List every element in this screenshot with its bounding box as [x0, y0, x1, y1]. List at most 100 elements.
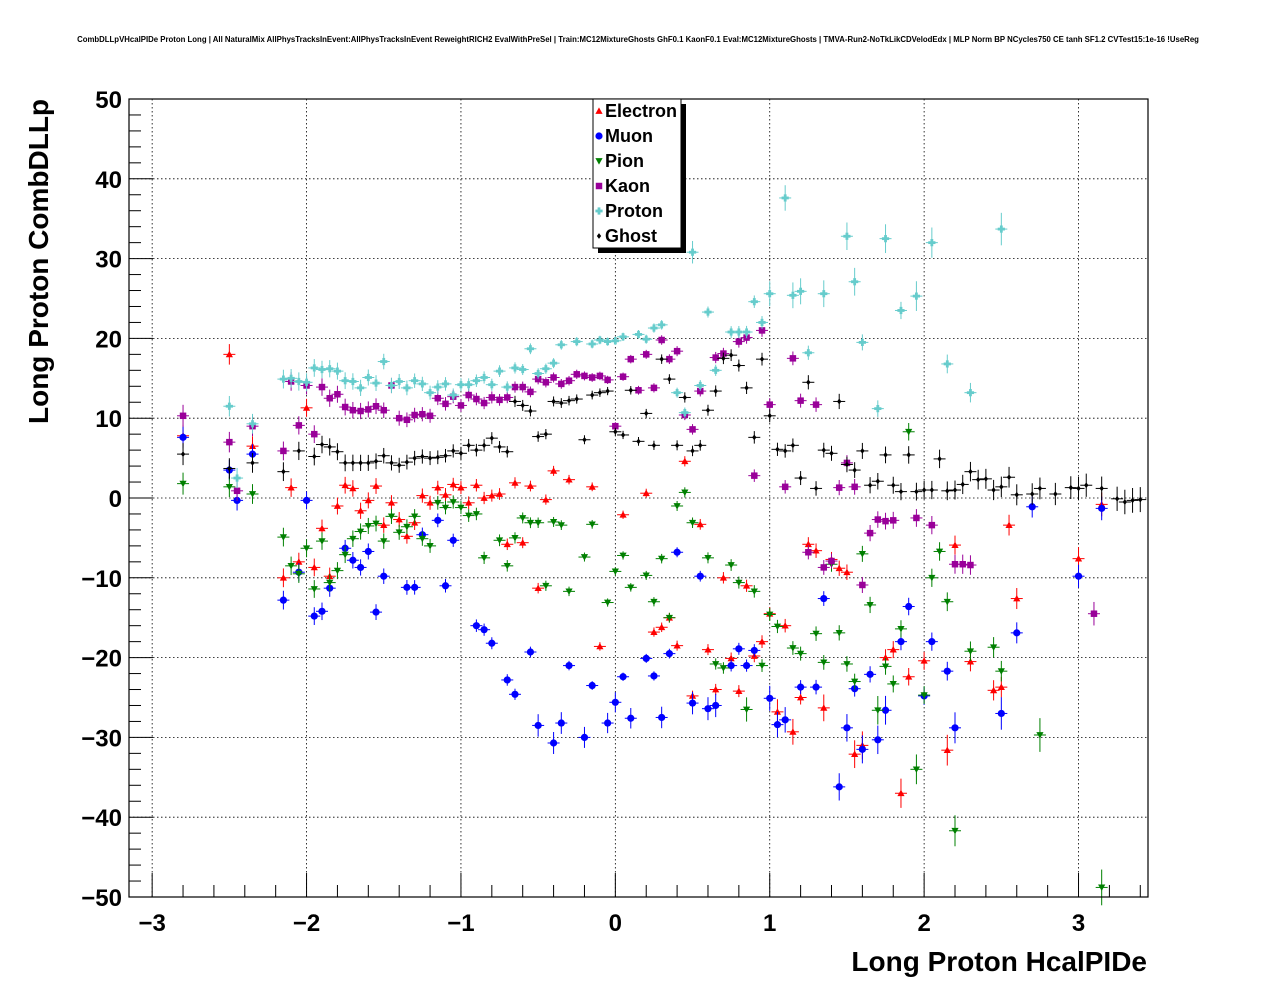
electron-point: [678, 456, 691, 467]
marker: [820, 659, 828, 666]
marker: [287, 374, 295, 382]
marker: [180, 451, 186, 457]
ghost-point: [277, 462, 290, 482]
pion-point: [393, 524, 406, 540]
muon-point: [532, 714, 545, 737]
ghost-point: [624, 386, 637, 395]
marker: [403, 416, 411, 424]
ghost-point: [833, 393, 846, 410]
pion-point: [547, 516, 560, 527]
ghost-point: [532, 431, 545, 442]
proton-point: [686, 240, 699, 264]
proton-point: [277, 369, 290, 389]
pion-point: [416, 531, 429, 546]
marker-bar-v: [498, 367, 501, 375]
marker: [279, 574, 287, 581]
marker: [866, 602, 874, 609]
marker-bar-v: [915, 292, 918, 300]
marker: [434, 395, 442, 402]
marker: [1005, 521, 1013, 529]
ghost-point: [315, 435, 328, 454]
kaon-point: [370, 398, 383, 415]
marker: [403, 583, 411, 591]
marker: [951, 541, 959, 548]
ghost-point: [987, 479, 1000, 501]
kaon-point: [964, 555, 977, 575]
pion-point: [871, 696, 884, 725]
marker: [280, 447, 287, 455]
marker: [557, 719, 565, 727]
marker: [943, 360, 951, 368]
kaon-point: [439, 397, 452, 411]
ghost-point: [493, 441, 506, 453]
pion-point: [447, 495, 460, 509]
marker: [334, 391, 341, 398]
marker-bar-v: [559, 341, 563, 349]
marker: [997, 225, 1005, 233]
ghost-point: [377, 447, 390, 464]
muon-point: [447, 533, 460, 547]
pion-point: [624, 583, 637, 592]
marker: [426, 543, 434, 550]
marker: [519, 383, 526, 391]
marker-bar-v: [444, 380, 447, 388]
marker: [820, 290, 828, 298]
proton-point: [995, 212, 1008, 246]
kaon-point: [547, 372, 560, 383]
pion-point: [663, 612, 676, 623]
marker: [943, 667, 951, 675]
ghost-point: [779, 444, 792, 458]
muon-point: [555, 712, 568, 734]
muon-point: [408, 580, 421, 595]
ghost-point: [794, 471, 807, 486]
ghost-point: [1095, 476, 1108, 501]
proton-point: [678, 407, 691, 418]
marker: [574, 396, 579, 402]
marker: [480, 373, 488, 382]
marker: [928, 638, 936, 646]
marker: [333, 502, 342, 509]
ghost-point: [856, 442, 869, 459]
marker: [997, 668, 1005, 675]
marker: [596, 372, 604, 380]
ghost-point: [223, 458, 236, 479]
ghost-point: [439, 448, 452, 463]
marker-bar-v: [745, 328, 748, 336]
pion-point: [894, 620, 907, 638]
proton-point: [647, 323, 660, 333]
muon-point: [547, 731, 560, 754]
ghost-point: [894, 482, 907, 501]
marker: [279, 534, 287, 541]
marker: [449, 480, 457, 488]
pion-point: [655, 553, 668, 564]
muon-point: [663, 648, 676, 659]
axis-ticks: [129, 98, 1141, 898]
marker-bar-v: [930, 239, 934, 247]
pion-series: [177, 423, 1108, 906]
legend-entries: Electron Muon Pion Kaon Proton Ghost: [595, 101, 677, 246]
pion-point: [331, 562, 344, 580]
legend-box: [592, 98, 682, 249]
marker: [644, 410, 649, 417]
marker: [248, 420, 257, 428]
y-tick-label: −50: [81, 885, 122, 912]
marker: [673, 503, 681, 510]
marker: [914, 488, 919, 495]
marker-bar-v: [359, 384, 362, 392]
marker: [735, 328, 743, 336]
marker: [473, 395, 480, 403]
ghost-point: [678, 392, 691, 403]
electron-point: [431, 480, 444, 495]
electron-point: [655, 622, 668, 633]
ghost-point: [771, 442, 784, 456]
ghost-point: [1080, 473, 1093, 497]
pion-point: [408, 509, 421, 524]
ghost-point: [864, 477, 877, 494]
proton-point: [632, 330, 645, 339]
muon-point: [470, 619, 483, 632]
marker-bar-v: [575, 337, 579, 346]
marker: [565, 476, 573, 483]
proton-point: [694, 380, 707, 391]
muon-point: [941, 661, 954, 681]
